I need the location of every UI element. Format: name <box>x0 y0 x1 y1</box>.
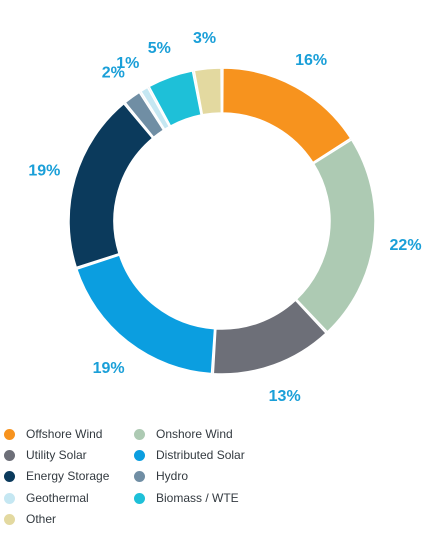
slice-hydro <box>124 91 165 139</box>
legend-item: Hydro <box>134 467 188 485</box>
legend-label: Other <box>26 512 57 526</box>
legend-label: Onshore Wind <box>156 427 233 441</box>
legend-item: Other <box>4 510 56 528</box>
legend-item: Onshore Wind <box>134 425 233 443</box>
data-label: 19% <box>93 360 125 377</box>
data-label: 3% <box>193 30 216 47</box>
slice-geothermal <box>139 86 171 131</box>
legend-label: Biomass / WTE <box>156 491 239 505</box>
data-label: 16% <box>295 52 327 69</box>
legend-swatch <box>4 449 15 461</box>
slice-onshore-wind <box>295 138 376 333</box>
legend-label: Energy Storage <box>26 469 110 483</box>
slice-energy-storage <box>68 102 154 269</box>
legend-label: Offshore Wind <box>26 427 103 441</box>
legend-swatch <box>4 492 15 504</box>
legend-item: Distributed Solar <box>134 446 245 464</box>
legend-label: Distributed Solar <box>156 448 245 462</box>
data-label: 2% <box>102 64 125 81</box>
data-label: 19% <box>28 162 60 179</box>
legend-swatch <box>4 428 15 440</box>
data-label: 13% <box>269 388 301 405</box>
legend-swatch <box>4 513 15 525</box>
slice-other <box>193 67 223 116</box>
legend-label: Utility Solar <box>26 448 87 462</box>
legend-item: Geothermal <box>4 489 89 507</box>
legend-swatch <box>4 470 15 482</box>
legend-item: Utility Solar <box>4 446 87 464</box>
slice-biomass-wte <box>148 70 203 128</box>
legend-swatch <box>134 449 145 461</box>
legend-swatch <box>134 428 145 440</box>
chart-legend: Offshore Wind Onshore Wind Utility Solar Di… <box>0 420 443 540</box>
data-label: 1% <box>116 55 139 72</box>
slice-offshore-wind <box>221 67 352 164</box>
slice-distributed-solar <box>75 254 216 375</box>
legend-label: Geothermal <box>26 491 89 505</box>
legend-item: Energy Storage <box>4 467 109 485</box>
legend-item: Offshore Wind <box>4 425 102 443</box>
donut-chart: 16% 22% 13% 19% 19% 2%1% 5% 3% <box>28 30 422 405</box>
legend-item: Biomass / WTE <box>134 489 239 507</box>
data-label: 22% <box>390 237 422 254</box>
legend-label: Hydro <box>156 469 189 483</box>
legend-swatch <box>134 470 145 482</box>
data-label: 5% <box>148 40 171 57</box>
slice-utility-solar <box>212 299 328 375</box>
legend-swatch <box>134 492 145 504</box>
